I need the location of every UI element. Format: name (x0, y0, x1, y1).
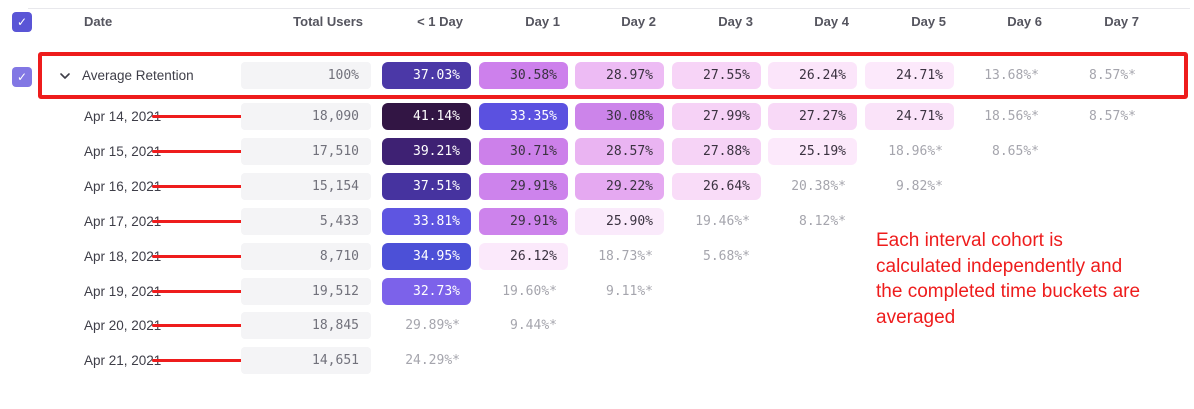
retention-cell[interactable]: 26.64% (672, 173, 761, 200)
date-label: Apr 14, 2021 (84, 109, 162, 124)
date-label: Apr 21, 2021 (84, 353, 162, 368)
annotation-line: averaged (876, 306, 956, 328)
column-header-date: Date (84, 14, 113, 29)
table-row: Apr 20, 2021 18,845 29.89%* 9.44%* (0, 312, 1194, 339)
retention-cell: 24.29%* (405, 353, 460, 368)
retention-cell[interactable]: 34.95% (382, 243, 471, 270)
retention-cell: 20.38%* (791, 179, 846, 194)
check-icon: ✓ (16, 70, 28, 84)
retention-cell[interactable]: 32.73% (382, 278, 471, 305)
table-row: Apr 15, 2021 17,510 39.21% 30.71% 28.57% 27.8… (0, 138, 1194, 165)
retention-cell: 5.68%* (703, 249, 750, 264)
table-row: Apr 14, 2021 18,090 41.14% 33.35% 30.08% 27.9… (0, 103, 1194, 130)
retention-cell[interactable]: 33.35% (479, 103, 568, 130)
column-header-day-5: Day 5 (911, 14, 946, 29)
retention-cell[interactable]: 25.19% (768, 138, 857, 165)
total-users-pill[interactable]: 15,154 (241, 173, 371, 200)
table-header: ✓ Date Total Users < 1 Day Day 1 Day 2 Day … (0, 12, 1194, 32)
total-users-pill[interactable]: 19,512 (241, 278, 371, 305)
retention-cell[interactable]: 30.08% (575, 103, 664, 130)
total-users-pill[interactable]: 18,845 (241, 312, 371, 339)
date-label: Apr 18, 2021 (84, 249, 162, 264)
average-retention-label: Average Retention (82, 68, 194, 83)
retention-cell[interactable]: 27.27% (768, 103, 857, 130)
retention-cell: 8.57%* (1089, 68, 1136, 83)
retention-cell[interactable]: 27.88% (672, 138, 761, 165)
retention-cell[interactable]: 41.14% (382, 103, 471, 130)
annotation-line: Each interval cohort is (876, 230, 1063, 251)
date-label: Apr 19, 2021 (84, 284, 162, 299)
retention-cell[interactable]: 37.51% (382, 173, 471, 200)
total-users-pill[interactable]: 100% (241, 62, 371, 89)
retention-cell[interactable]: 27.55% (672, 62, 761, 89)
retention-cell: 8.12%* (799, 214, 846, 229)
table-row: Apr 17, 2021 5,433 33.81% 29.91% 25.90% 19.46… (0, 208, 1194, 235)
check-icon: ✓ (16, 15, 28, 29)
retention-cell[interactable]: 24.71% (865, 103, 954, 130)
retention-cell: 18.96%* (888, 144, 943, 159)
retention-cell: 18.56%* (984, 109, 1039, 124)
column-header-day-1: Day 1 (525, 14, 560, 29)
average-row-checkbox[interactable]: ✓ (12, 67, 32, 87)
retention-cell: 9.44%* (510, 318, 557, 333)
total-users-pill[interactable]: 8,710 (241, 243, 371, 270)
retention-cell[interactable]: 28.57% (575, 138, 664, 165)
select-all-checkbox[interactable]: ✓ (12, 12, 32, 32)
table-top-border (28, 8, 1190, 9)
column-header-day-6: Day 6 (1007, 14, 1042, 29)
retention-cell[interactable]: 28.97% (575, 62, 664, 89)
total-users-pill[interactable]: 18,090 (241, 103, 371, 130)
total-users-pill[interactable]: 17,510 (241, 138, 371, 165)
column-header-day-7: Day 7 (1104, 14, 1139, 29)
retention-cell: 19.60%* (502, 284, 557, 299)
average-retention-row: ✓ Average Retention 100% 37.03% 30.58% 28.… (0, 62, 1194, 89)
date-label: Apr 16, 2021 (84, 179, 162, 194)
retention-cell[interactable]: 27.99% (672, 103, 761, 130)
annotation-line: the completed time buckets are (876, 281, 1141, 302)
retention-cell: 9.11%* (606, 284, 653, 299)
retention-cell: 8.65%* (992, 144, 1039, 159)
retention-cell: 19.46%* (695, 214, 750, 229)
retention-cell: 8.57%* (1089, 109, 1136, 124)
table-row: Apr 16, 2021 15,154 37.51% 29.91% 29.22% 26.6… (0, 173, 1194, 200)
retention-cell[interactable]: 30.71% (479, 138, 568, 165)
retention-cell[interactable]: 33.81% (382, 208, 471, 235)
table-row: Apr 21, 2021 14,651 24.29%* (0, 347, 1194, 374)
column-header-day-2: Day 2 (621, 14, 656, 29)
total-users-pill[interactable]: 14,651 (241, 347, 371, 374)
date-label: Apr 20, 2021 (84, 318, 162, 333)
retention-cell[interactable]: 29.22% (575, 173, 664, 200)
date-label: Apr 15, 2021 (84, 144, 162, 159)
column-header-1-day: < 1 Day (417, 14, 463, 29)
retention-cell: 29.89%* (405, 318, 460, 333)
retention-cell[interactable]: 29.91% (479, 208, 568, 235)
retention-cell[interactable]: 25.90% (575, 208, 664, 235)
retention-cell: 13.68%* (984, 68, 1039, 83)
column-header-total-users: Total Users (293, 14, 363, 29)
retention-cell[interactable]: 24.71% (865, 62, 954, 89)
retention-cell[interactable]: 39.21% (382, 138, 471, 165)
retention-cell: 9.82%* (896, 179, 943, 194)
retention-cell[interactable]: 37.03% (382, 62, 471, 89)
annotation-text: Each interval cohort is calculated indep… (876, 228, 1194, 330)
column-header-day-4: Day 4 (814, 14, 849, 29)
column-header-day-3: Day 3 (718, 14, 753, 29)
retention-cell: 18.73%* (598, 249, 653, 264)
retention-cell[interactable]: 26.24% (768, 62, 857, 89)
chevron-down-icon[interactable] (58, 69, 72, 83)
retention-cell[interactable]: 30.58% (479, 62, 568, 89)
annotation-line: calculated independently and (876, 255, 1123, 277)
date-label: Apr 17, 2021 (84, 214, 162, 229)
retention-cell[interactable]: 26.12% (479, 243, 568, 270)
table-row: Apr 19, 2021 19,512 32.73% 19.60%* 9.11%* (0, 278, 1194, 305)
retention-cell[interactable]: 29.91% (479, 173, 568, 200)
total-users-pill[interactable]: 5,433 (241, 208, 371, 235)
